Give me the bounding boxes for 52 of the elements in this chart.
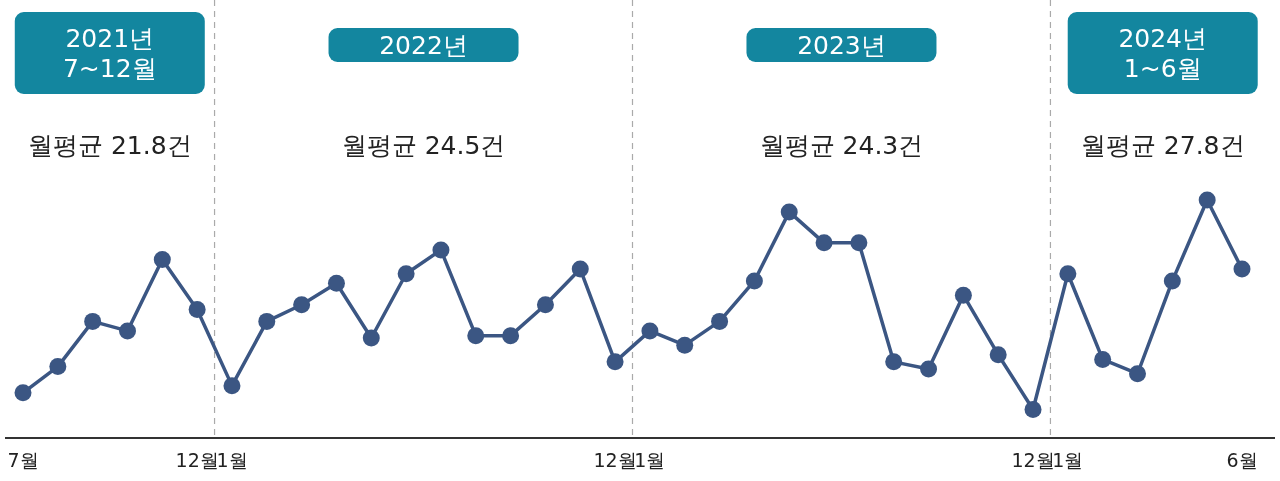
point [606, 353, 624, 371]
point [711, 312, 729, 330]
point [850, 234, 868, 252]
point [153, 251, 171, 268]
x-tick-label: 6월 [1226, 449, 1258, 471]
text: 2023년 [797, 30, 886, 60]
point [1059, 265, 1077, 283]
point [954, 286, 972, 304]
x-tick-label: 12월 [175, 449, 219, 471]
point [780, 203, 798, 221]
point [258, 312, 276, 330]
x-tick-label: 12월 [593, 449, 637, 471]
point [118, 322, 136, 340]
point [920, 360, 938, 378]
point [14, 384, 32, 402]
point [397, 265, 415, 283]
point [815, 234, 833, 252]
point [502, 327, 520, 345]
point [49, 358, 67, 376]
point [188, 300, 206, 318]
text: 월평균 24.3건 [759, 130, 924, 160]
point [989, 346, 1007, 364]
text: 월평균 27.8건 [1080, 130, 1245, 160]
point [885, 353, 903, 371]
x-tick-label: 1월 [216, 449, 248, 471]
point [536, 296, 554, 314]
point [571, 260, 589, 278]
text: 2024년 1~6월 [1118, 23, 1208, 83]
text: 월평균 21.8건 [27, 130, 192, 160]
point [641, 322, 659, 340]
x-tick-label: 1월 [1052, 449, 1084, 471]
text: 2021년 7~12월 [62, 23, 157, 83]
text: 2022년 [379, 30, 468, 60]
point [293, 296, 311, 314]
point [327, 274, 345, 292]
point [745, 272, 763, 290]
x-tick-label: 12월 [1011, 449, 1055, 471]
point [1094, 350, 1112, 368]
text: 월평균 24.5건 [341, 130, 506, 160]
point [467, 327, 485, 345]
point [676, 336, 694, 354]
point [432, 241, 450, 259]
point [1198, 191, 1216, 209]
point [362, 329, 380, 347]
point [1024, 400, 1042, 418]
x-tick-label: 7월 [7, 449, 39, 471]
point [1163, 272, 1181, 290]
point [223, 377, 241, 395]
x-tick-label: 1월 [634, 449, 666, 471]
point [1129, 365, 1147, 383]
point [1233, 260, 1251, 278]
point [84, 312, 102, 330]
